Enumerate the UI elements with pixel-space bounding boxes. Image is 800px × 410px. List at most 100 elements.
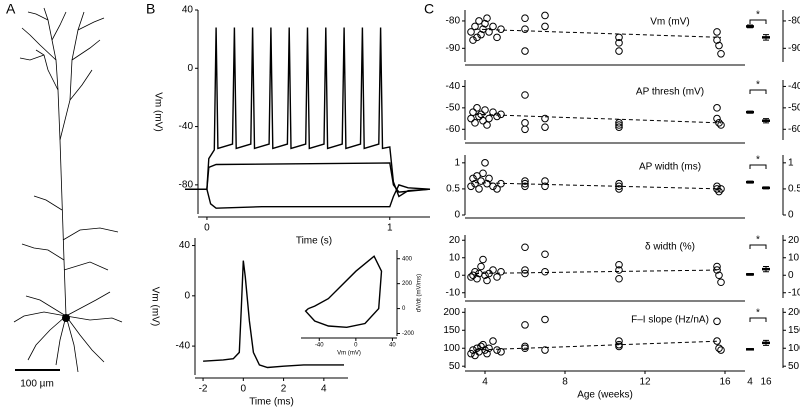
point bbox=[521, 119, 529, 127]
point bbox=[541, 11, 549, 20]
point bbox=[541, 315, 549, 324]
point bbox=[483, 121, 491, 129]
point bbox=[541, 346, 549, 354]
error-bar bbox=[747, 110, 753, 114]
significance-mark: * bbox=[756, 308, 760, 319]
point bbox=[489, 266, 497, 274]
x-tick-label: -40 bbox=[315, 343, 324, 349]
point bbox=[477, 262, 485, 271]
point bbox=[615, 47, 623, 55]
point bbox=[469, 174, 477, 183]
point bbox=[713, 182, 721, 191]
y-tick-label: 10 bbox=[449, 252, 461, 263]
summary-category: 4 bbox=[747, 377, 753, 388]
point bbox=[615, 260, 623, 269]
point bbox=[717, 49, 725, 58]
neuron-morphology bbox=[13, 7, 123, 373]
point bbox=[615, 274, 623, 283]
summary-tick-label: -90 bbox=[788, 43, 800, 54]
point bbox=[713, 317, 721, 326]
y-tick-label: -200 bbox=[402, 331, 415, 337]
x-tick-label: 16 bbox=[719, 377, 731, 388]
point bbox=[493, 273, 501, 281]
point bbox=[541, 267, 549, 276]
point bbox=[485, 114, 493, 123]
error-bar bbox=[747, 273, 753, 276]
point bbox=[483, 276, 491, 285]
x-tick-label: 1 bbox=[387, 223, 393, 234]
point bbox=[541, 250, 549, 259]
point bbox=[717, 278, 725, 287]
point bbox=[493, 33, 501, 42]
point bbox=[475, 112, 483, 121]
point bbox=[475, 185, 483, 193]
significance-bracket bbox=[749, 89, 767, 94]
panel-label: B bbox=[146, 1, 155, 17]
error-bar bbox=[763, 186, 769, 190]
trace bbox=[304, 255, 383, 329]
panel-title: AP width (ms) bbox=[639, 162, 701, 173]
significance-bracket bbox=[749, 164, 767, 169]
y-axis-label: Vm (mV) bbox=[149, 287, 160, 326]
error-bar bbox=[763, 339, 769, 346]
y-tick-label: 0 bbox=[454, 210, 460, 221]
point bbox=[469, 108, 477, 116]
point bbox=[471, 119, 479, 127]
panel-title: F–I slope (Hz/nA) bbox=[631, 315, 709, 326]
point bbox=[541, 123, 549, 131]
panel-title: AP thresh (mV) bbox=[636, 87, 704, 98]
significance-mark: * bbox=[756, 235, 760, 246]
trace bbox=[185, 27, 431, 198]
point bbox=[471, 267, 479, 276]
significance-mark: * bbox=[756, 10, 760, 21]
point bbox=[615, 337, 623, 345]
point bbox=[521, 14, 529, 23]
y-tick-label: -80 bbox=[446, 16, 461, 27]
x-tick-label: 2 bbox=[281, 384, 287, 395]
point bbox=[471, 22, 479, 31]
error-bar bbox=[763, 34, 769, 41]
summary-tick-label: 10 bbox=[788, 252, 800, 263]
trend-line bbox=[474, 28, 722, 38]
point bbox=[485, 28, 493, 36]
panel-label: A bbox=[6, 1, 16, 17]
y-tick-label: -40 bbox=[179, 121, 194, 132]
point bbox=[521, 342, 529, 351]
point bbox=[541, 114, 549, 123]
point bbox=[713, 36, 721, 44]
summary-tick-label: 200 bbox=[788, 307, 800, 318]
significance-bracket bbox=[749, 317, 767, 322]
point bbox=[521, 125, 529, 134]
scale-bar-label: 100 µm bbox=[20, 379, 54, 390]
point bbox=[481, 346, 489, 354]
panel-title: Vm (mV) bbox=[650, 17, 689, 28]
point bbox=[615, 119, 623, 127]
y-tick-label: 0 bbox=[187, 63, 193, 74]
y-tick-label: -90 bbox=[446, 43, 461, 54]
x-tick-label: 40 bbox=[389, 343, 396, 349]
y-tick-label: -10 bbox=[446, 287, 461, 298]
point bbox=[483, 349, 491, 358]
point bbox=[521, 91, 529, 99]
point bbox=[493, 112, 501, 121]
trend-line bbox=[474, 269, 722, 274]
y-tick-label: 0 bbox=[454, 270, 460, 281]
point bbox=[473, 104, 481, 112]
point bbox=[483, 14, 491, 23]
point bbox=[475, 17, 483, 25]
point bbox=[473, 344, 481, 353]
point bbox=[521, 321, 529, 329]
x-tick-label: 0 bbox=[241, 384, 247, 395]
point bbox=[521, 182, 529, 191]
x-axis-label: Age (weeks) bbox=[577, 390, 633, 401]
point bbox=[489, 108, 497, 116]
point bbox=[615, 266, 623, 274]
point bbox=[479, 25, 487, 33]
x-tick-label: -2 bbox=[199, 384, 208, 395]
summary-tick-label: -50 bbox=[788, 102, 800, 113]
point bbox=[479, 340, 487, 349]
significance-bracket bbox=[749, 19, 767, 24]
point bbox=[481, 106, 489, 114]
point bbox=[481, 271, 489, 280]
